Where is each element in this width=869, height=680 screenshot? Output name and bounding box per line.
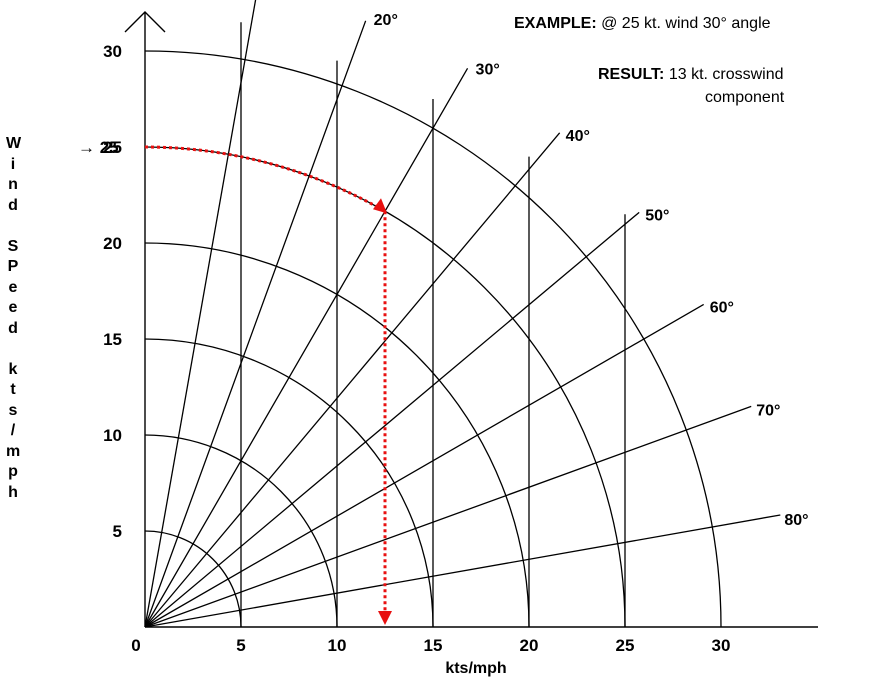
- crosswind-lines: [240, 22, 626, 627]
- angle-ray-40: [144, 132, 561, 628]
- y-tick-label-15: 15: [103, 330, 122, 349]
- axes: [124, 11, 818, 628]
- angle-label-40: 40°: [566, 128, 590, 145]
- result-note-line2: component: [705, 88, 784, 108]
- x-axis-title: kts/mph: [445, 660, 506, 677]
- speed-arc-10: [144, 434, 338, 628]
- angle-ray-50: [144, 211, 640, 628]
- angle-label-50: 50°: [645, 207, 669, 224]
- x-tick-label-30: 30: [712, 636, 731, 655]
- x-tick-label-25: 25: [616, 636, 635, 655]
- y-tick-label-20: 20: [103, 234, 122, 253]
- x-tick-label-15: 15: [424, 636, 443, 655]
- example-arc: [144, 145, 386, 213]
- x-tick-label-0: 0: [131, 636, 140, 655]
- angle-ray-80: [144, 514, 781, 628]
- x-tick-label-5: 5: [236, 636, 245, 655]
- angle-ray-20: [144, 20, 367, 628]
- chart-labels: 10°20°30°40°50°60°70°80°0510152025305101…: [78, 12, 809, 655]
- example-label: EXAMPLE:: [514, 15, 597, 32]
- angle-label-20: 20°: [374, 12, 398, 29]
- angle-label-80: 80°: [784, 512, 808, 529]
- angle-ray-30: [144, 67, 469, 628]
- result-label: RESULT:: [598, 66, 665, 83]
- x-tick-label-20: 20: [520, 636, 539, 655]
- example-text: @ 25 kt. wind 30° angle: [596, 15, 771, 32]
- angle-rays: [144, 0, 781, 628]
- y-tick-label-10: 10: [103, 426, 122, 445]
- angle-ray-60: [144, 303, 705, 628]
- example-drop-arrowhead: [378, 611, 392, 625]
- speed-arc-15: [144, 338, 434, 628]
- result-text: 13 kt. crosswind: [664, 66, 784, 83]
- speed-arc-20: [144, 242, 530, 628]
- angle-label-60: 60°: [710, 299, 734, 316]
- speed-arc-25: [144, 146, 626, 628]
- angle-ray-70: [144, 405, 752, 628]
- example-note: EXAMPLE: @ 25 kt. wind 30° angle: [514, 14, 771, 34]
- speed-arc-30: [144, 50, 722, 628]
- x-tick-label-10: 10: [328, 636, 347, 655]
- example-speed-marker: → 25: [78, 138, 119, 157]
- example-arc-arrowhead: [373, 198, 387, 214]
- speed-arcs: [144, 50, 722, 628]
- example-path: [144, 145, 392, 625]
- result-text-2: component: [705, 89, 785, 106]
- y-axis-arrow: [124, 11, 166, 33]
- angle-label-30: 30°: [476, 61, 500, 78]
- y-tick-label-5: 5: [113, 522, 122, 541]
- y-axis-title: W i n d S P e e d k t s / m p h: [6, 135, 22, 501]
- angle-ray-10: [144, 0, 257, 628]
- y-tick-label-25: 25: [103, 138, 122, 157]
- result-note: RESULT: 13 kt. crosswind: [598, 65, 784, 85]
- speed-arc-5: [144, 530, 242, 628]
- y-tick-label-30: 30: [103, 42, 122, 61]
- angle-label-70: 70°: [756, 402, 780, 419]
